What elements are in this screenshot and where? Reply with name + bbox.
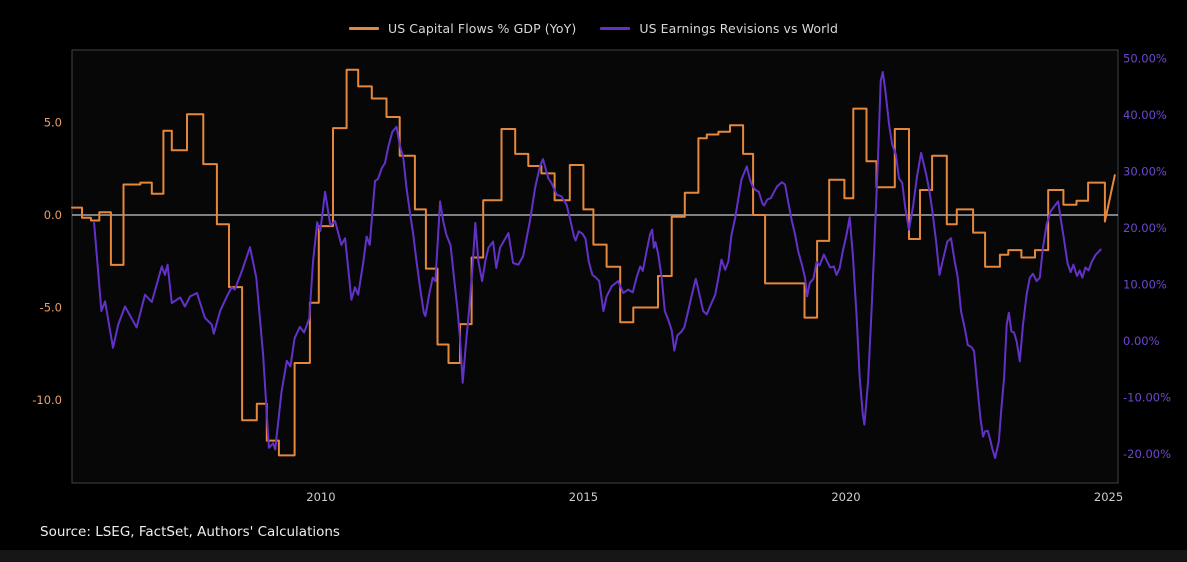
y-axis-left-tick-label: 5.0 — [44, 116, 62, 130]
earnings-revisions-line-swatch — [600, 27, 631, 30]
bottom-bar — [0, 550, 1187, 562]
y-axis-right-tick-label: 50.00% — [1123, 51, 1167, 65]
x-axis-tick-label: 2020 — [831, 490, 860, 504]
x-axis-tick-label: 2010 — [306, 490, 335, 504]
y-axis-right-tick-label: 20.00% — [1123, 221, 1167, 235]
y-axis-right-tick-label: -20.00% — [1123, 447, 1171, 461]
y-axis-right-tick-label: 0.00% — [1123, 334, 1160, 348]
y-axis-left-tick-label: 0.0 — [44, 208, 62, 222]
y-axis-right-tick-label: 10.00% — [1123, 277, 1167, 291]
y-axis-right-tick-label: 40.00% — [1123, 108, 1167, 122]
capital-flows-line-swatch — [348, 27, 379, 30]
x-axis-tick-label: 2025 — [1094, 490, 1123, 504]
y-axis-left-tick-label: -5.0 — [40, 300, 62, 314]
series-line-earnings-revisions — [93, 71, 1102, 459]
plot-area — [71, 49, 1119, 484]
y-axis-left-tick-label: -10.0 — [32, 393, 62, 407]
legend-label-capital-flows: US Capital Flows % GDP (YoY) — [387, 21, 577, 36]
y-axis-right-tick-label: -10.00% — [1123, 391, 1171, 405]
legend-label-earnings-revisions: US Earnings Revisions vs World — [639, 21, 839, 36]
source-note: Source: LSEG, FactSet, Authors' Calculat… — [40, 524, 340, 540]
legend-item-earnings-revisions[interactable]: US Earnings Revisions vs World — [600, 21, 838, 36]
y-axis-right-tick-label: 30.00% — [1123, 164, 1167, 178]
x-axis-tick-label: 2015 — [569, 490, 598, 504]
legend: US Capital Flows % GDP (YoY) US Earnings… — [0, 21, 1187, 36]
legend-item-capital-flows[interactable]: US Capital Flows % GDP (YoY) — [348, 21, 577, 36]
